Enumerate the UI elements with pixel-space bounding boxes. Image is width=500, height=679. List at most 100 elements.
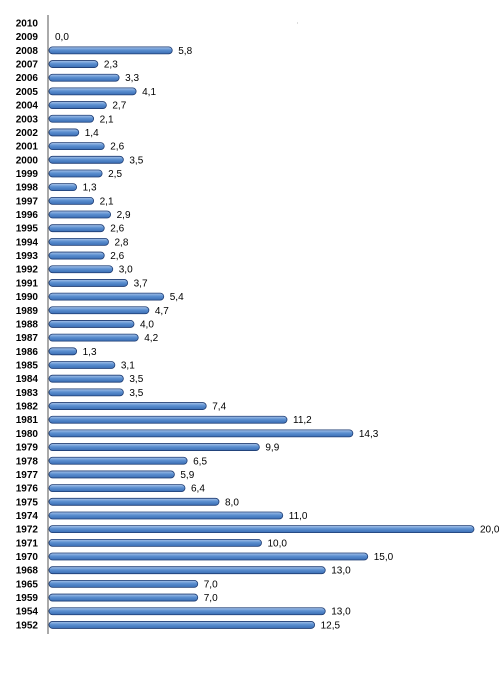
category-label: 1990 bbox=[16, 292, 39, 303]
data-label: 8,0 bbox=[225, 497, 239, 508]
category-label: 1981 bbox=[16, 415, 39, 426]
category-label: 1991 bbox=[16, 278, 39, 289]
category-label: 2009 bbox=[16, 32, 39, 43]
category-label: 1968 bbox=[16, 566, 39, 577]
bar bbox=[48, 114, 95, 123]
bar bbox=[48, 142, 105, 151]
bar bbox=[48, 87, 137, 96]
data-label: 12,5 bbox=[321, 620, 341, 631]
data-label: 4,2 bbox=[144, 333, 158, 344]
bar bbox=[48, 456, 188, 465]
bar bbox=[48, 279, 129, 287]
data-label: 11,0 bbox=[289, 511, 308, 522]
category-label: 1987 bbox=[16, 333, 39, 344]
bar bbox=[48, 552, 369, 561]
data-label: 14,3 bbox=[359, 429, 379, 440]
bar bbox=[48, 265, 114, 274]
category-label: 1983 bbox=[16, 388, 39, 399]
bar bbox=[48, 183, 78, 192]
data-label: 5,8 bbox=[178, 46, 192, 57]
bar bbox=[48, 210, 112, 219]
category-label: 1975 bbox=[16, 497, 39, 508]
data-label: 0,0 bbox=[55, 32, 69, 43]
bar bbox=[48, 470, 175, 479]
category-label: 1970 bbox=[16, 552, 39, 563]
bar bbox=[48, 128, 80, 137]
category-label: 2001 bbox=[16, 142, 39, 153]
category-label: 1988 bbox=[16, 319, 39, 330]
data-label: 2,3 bbox=[104, 60, 118, 71]
category-label: 1972 bbox=[16, 525, 39, 536]
category-label: 1984 bbox=[16, 374, 39, 385]
category-label: 1998 bbox=[16, 183, 39, 194]
data-label: 3,1 bbox=[121, 361, 135, 372]
labels-layer: 2010 2009 0,0 2008 5,8 2007 2,3 2006 3,3 2005 4,1 2… bbox=[16, 19, 500, 632]
category-label: 1989 bbox=[16, 306, 39, 317]
bar bbox=[48, 429, 354, 438]
bar bbox=[48, 73, 120, 82]
data-label: 3,0 bbox=[119, 265, 133, 276]
data-label: 7,0 bbox=[204, 579, 218, 590]
data-label: 3,5 bbox=[129, 155, 143, 166]
data-label: 1,3 bbox=[83, 347, 97, 358]
category-label: 1982 bbox=[16, 402, 39, 413]
bar bbox=[48, 607, 326, 616]
category-label: 2000 bbox=[16, 155, 39, 166]
category-label: 2010 bbox=[16, 19, 39, 30]
category-label: 1986 bbox=[16, 347, 39, 358]
category-label: 2007 bbox=[16, 60, 39, 71]
bar bbox=[48, 579, 199, 588]
data-label: 7,4 bbox=[212, 402, 226, 413]
category-label: 1976 bbox=[16, 484, 39, 495]
bar bbox=[48, 347, 78, 356]
data-label: 4,7 bbox=[155, 306, 169, 317]
bar bbox=[48, 511, 284, 520]
bar bbox=[48, 374, 124, 383]
bar bbox=[48, 333, 139, 342]
data-label: 4,0 bbox=[140, 319, 154, 330]
data-label: 2,9 bbox=[117, 210, 131, 221]
bar bbox=[48, 621, 316, 629]
data-label: 2,1 bbox=[100, 114, 114, 125]
bar bbox=[48, 402, 207, 410]
data-label: 2,5 bbox=[108, 169, 122, 180]
bar bbox=[48, 388, 124, 397]
data-label: 15,0 bbox=[374, 552, 394, 563]
data-label: 1,4 bbox=[85, 128, 99, 139]
data-label: 13,0 bbox=[331, 607, 351, 618]
bars-layer bbox=[48, 46, 475, 629]
category-label: 2002 bbox=[16, 128, 39, 139]
bar bbox=[48, 415, 288, 424]
category-label: 1965 bbox=[16, 579, 39, 590]
category-label: 1954 bbox=[16, 607, 39, 618]
category-label: 1993 bbox=[16, 251, 39, 262]
bar bbox=[48, 155, 124, 164]
data-label: 2,6 bbox=[110, 142, 124, 153]
category-label: 1977 bbox=[16, 470, 39, 481]
data-label: 2,1 bbox=[100, 196, 114, 207]
category-label: 2008 bbox=[16, 46, 39, 57]
bar bbox=[48, 538, 262, 547]
bar bbox=[48, 484, 186, 493]
data-label: 3,3 bbox=[125, 73, 139, 84]
data-label: 9,9 bbox=[265, 443, 279, 454]
category-label: 1979 bbox=[16, 443, 39, 454]
category-label: 1974 bbox=[16, 511, 39, 522]
category-label: 1997 bbox=[16, 196, 39, 207]
category-label: 1999 bbox=[16, 169, 39, 180]
category-label: 1959 bbox=[16, 593, 39, 604]
category-label: 1992 bbox=[16, 265, 39, 276]
data-label: 3,5 bbox=[129, 388, 143, 399]
data-label: 11,2 bbox=[293, 415, 312, 426]
data-label: 7,0 bbox=[204, 593, 218, 604]
data-label: 5,9 bbox=[180, 470, 194, 481]
category-label: 2003 bbox=[16, 114, 39, 125]
data-label: 1,3 bbox=[83, 183, 97, 194]
data-label: 2,7 bbox=[112, 101, 126, 112]
category-label: 1995 bbox=[16, 224, 39, 235]
bar bbox=[48, 320, 135, 328]
bar bbox=[48, 566, 326, 575]
data-label: 2,6 bbox=[110, 251, 124, 262]
